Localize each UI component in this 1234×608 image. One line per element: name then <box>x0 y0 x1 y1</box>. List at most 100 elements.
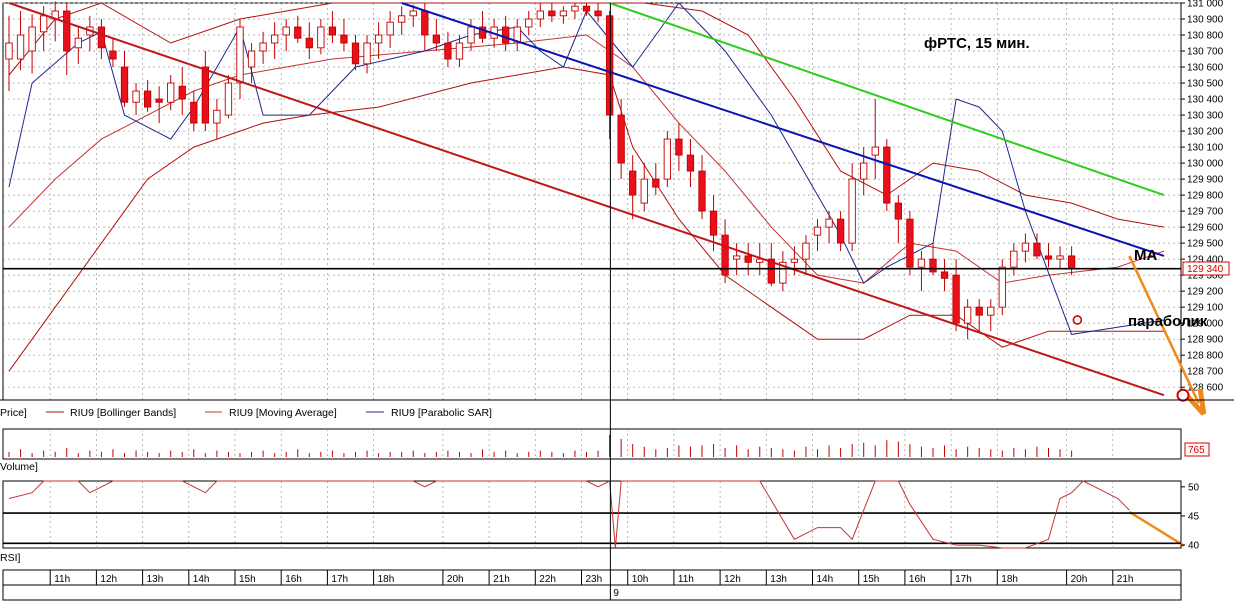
candle-body <box>351 42 360 65</box>
price-tick-label: 129 700 <box>1187 207 1224 218</box>
candle-body <box>409 10 417 17</box>
candle <box>605 11 614 140</box>
candle-body <box>224 82 233 116</box>
price-tick-label: 128 900 <box>1187 335 1224 346</box>
rsi-tick-label: 45 <box>1188 511 1200 522</box>
candle-body <box>848 178 856 244</box>
price-tick-label: 128 600 <box>1187 383 1224 394</box>
price-tick-label: 129 100 <box>1187 303 1224 314</box>
candle <box>271 22 279 60</box>
candle <box>548 3 556 23</box>
candle-body <box>386 21 394 36</box>
candle <box>860 147 868 196</box>
candle-body <box>894 202 903 220</box>
candle-body <box>455 42 464 60</box>
candle-body <box>756 258 764 263</box>
candle-body <box>640 178 648 204</box>
candle <box>675 123 683 172</box>
candle-body <box>871 146 879 156</box>
candle-body <box>998 266 1006 308</box>
candle-body <box>432 34 440 44</box>
candle <box>294 15 302 44</box>
trend-lines <box>8 2 1165 397</box>
legend-ma: RIU9 [Moving Average] <box>229 407 337 419</box>
candle <box>305 22 313 60</box>
price-tick-label: 130 400 <box>1187 95 1224 106</box>
price-tick-label: 128 700 <box>1187 367 1224 378</box>
candle <box>582 3 591 16</box>
candle-body <box>813 226 822 236</box>
price-tick-label: 130 200 <box>1187 127 1224 138</box>
candle <box>16 11 25 71</box>
price-axis: 131 000 130 900 130 800 130 700 130 600 130 5… <box>1181 0 1224 394</box>
candle <box>213 99 221 140</box>
candle-body <box>860 162 868 180</box>
candle <box>987 299 995 332</box>
candle <box>444 31 452 68</box>
channel-end-marker <box>1176 388 1190 402</box>
candle <box>109 38 117 68</box>
candle-body <box>340 34 348 44</box>
candle-body <box>1067 255 1076 270</box>
price-tick-label: 129 500 <box>1187 239 1224 250</box>
candle-body <box>120 66 129 103</box>
candle <box>97 19 106 60</box>
candle <box>143 79 152 112</box>
time-axis: 11h 12h 13h 14h 15h 16h 17h 18h 20h 21h 22h 23h 10h 1… <box>49 3 1133 600</box>
candle-body <box>190 101 198 124</box>
candle <box>559 6 568 24</box>
candle-body <box>421 10 429 36</box>
candle <box>74 27 82 64</box>
candle-body <box>213 109 221 124</box>
parabolic-marker <box>1072 315 1083 325</box>
candle-body <box>247 50 256 68</box>
chart-title: фРТС, 15 мин. <box>924 35 1030 52</box>
candle-body <box>271 34 279 44</box>
candle <box>259 31 267 64</box>
candle-body <box>825 218 833 228</box>
price-tick-label: 130 800 <box>1187 31 1224 42</box>
price-tick-label: 129 000 <box>1187 319 1224 330</box>
time-tick-label: 23h <box>586 574 603 585</box>
candle-body <box>467 26 475 44</box>
candle <box>513 19 521 52</box>
bollinger-lower-line <box>8 66 1164 372</box>
candle-body <box>617 114 625 164</box>
candle-body <box>236 26 244 84</box>
candle <box>201 51 209 132</box>
candle <box>224 75 233 119</box>
candle <box>756 243 764 276</box>
candle-body <box>1044 255 1053 260</box>
forecast-arrow-rsi <box>1128 510 1185 547</box>
rsi-tick-label: 50 <box>1188 482 1200 493</box>
time-tick-label: 12h <box>100 574 117 585</box>
candle <box>964 299 972 340</box>
candle <box>236 19 244 100</box>
candle <box>455 35 464 68</box>
candle-body <box>964 306 972 324</box>
candle-body <box>1056 255 1064 260</box>
candle <box>167 75 175 111</box>
volume-value-tag <box>1184 442 1210 457</box>
volume-value: 765 <box>1188 445 1205 456</box>
candle <box>247 43 256 84</box>
price-tick-label: 130 100 <box>1187 143 1224 154</box>
candle <box>282 19 290 52</box>
date-label: 9 <box>613 588 619 599</box>
candle <box>733 243 741 276</box>
candle <box>351 35 360 71</box>
trend-line-blue <box>401 2 1165 257</box>
candle-body <box>294 26 302 39</box>
candle <box>1056 246 1064 269</box>
time-tick-label: 20h <box>1071 574 1088 585</box>
candle-body <box>536 10 544 20</box>
time-tick-label: 10h <box>632 574 649 585</box>
candle <box>686 139 695 188</box>
price-tick-label: 131 000 <box>1187 0 1224 10</box>
candle-body <box>513 26 521 44</box>
candle <box>190 91 198 132</box>
candle <box>940 259 949 292</box>
candle <box>340 19 348 52</box>
candle <box>571 3 579 20</box>
candle-body <box>767 258 775 284</box>
